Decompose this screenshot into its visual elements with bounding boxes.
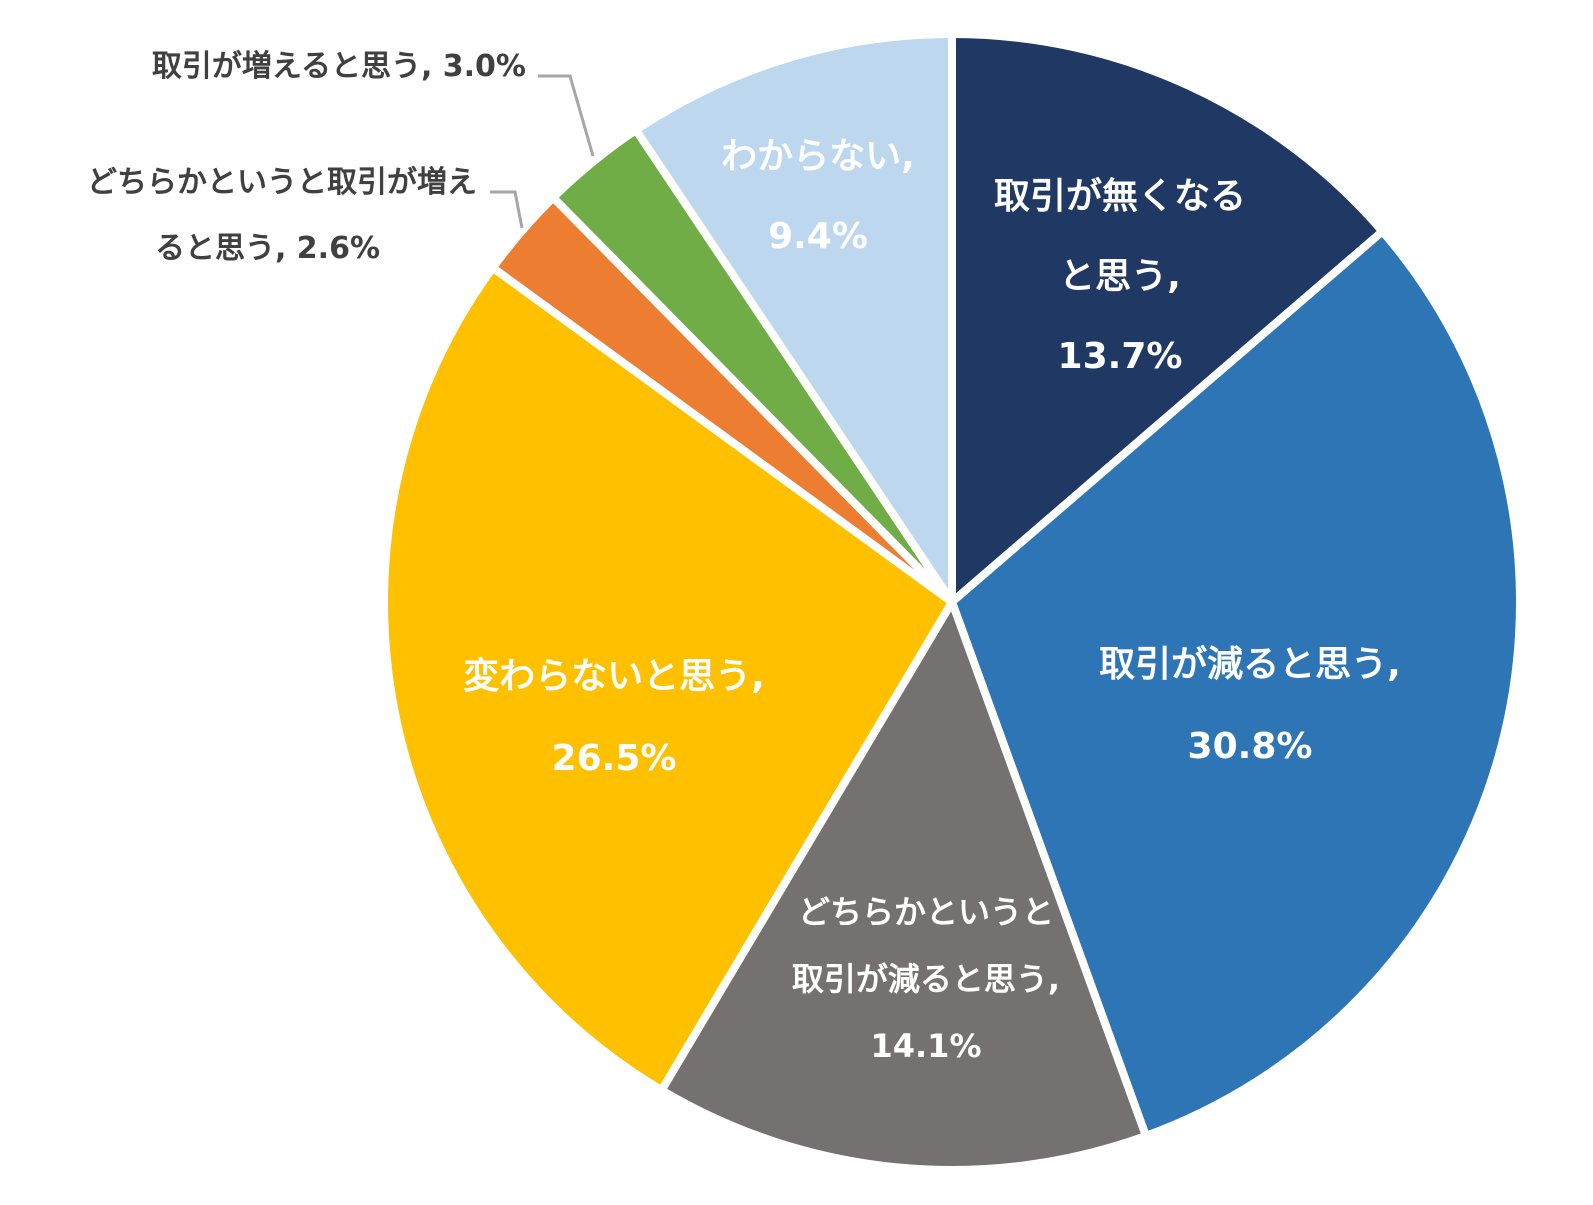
data-label-wakaranai-value: 9.4%	[768, 216, 868, 257]
data-label-fueru: 取引が増えると思う, 3.0%	[152, 49, 526, 84]
data-label-heru-value: 30.8%	[1188, 726, 1313, 767]
data-label-dochira-heru-value: 14.1%	[870, 1027, 981, 1065]
pie-slice-1	[948, 227, 1524, 1140]
data-labels: 取引が無くなる と思う, 13.7% 取引が減ると思う, 30.8% どちらかと…	[87, 49, 1401, 1065]
data-label-dochira-heru-line2: 取引が減ると思う,	[792, 960, 1060, 998]
pie-slice-0	[948, 30, 1387, 606]
pie-slice-2	[657, 598, 1150, 1174]
data-label-kawaranai-value: 26.5%	[552, 738, 677, 779]
data-label-nakunaru-value: 13.7%	[1058, 336, 1183, 377]
data-label-nakunaru-line2: と思う,	[1059, 256, 1181, 297]
pie-slice-3	[380, 263, 956, 1095]
pie-slice-6	[631, 30, 956, 606]
leader-lines	[490, 74, 595, 229]
data-label-nakunaru-line1: 取引が無くなる	[994, 176, 1246, 217]
pie-slices	[380, 30, 1524, 1174]
leader-line-fueru	[538, 74, 595, 157]
data-label-dochira-fueru-line1: どちらかというと取引が増え	[87, 165, 477, 200]
data-label-dochira-heru-line1: どちらかというと	[798, 893, 1054, 931]
leader-line-dochira-fueru	[490, 190, 524, 229]
data-label-dochira-fueru-line2: ると思う, 2.6%	[155, 231, 380, 266]
data-label-heru-line1: 取引が減ると思う,	[1099, 644, 1401, 685]
data-label-kawaranai-line1: 変わらないと思う,	[463, 655, 765, 697]
data-label-wakaranai-line1: わからない,	[721, 136, 915, 177]
